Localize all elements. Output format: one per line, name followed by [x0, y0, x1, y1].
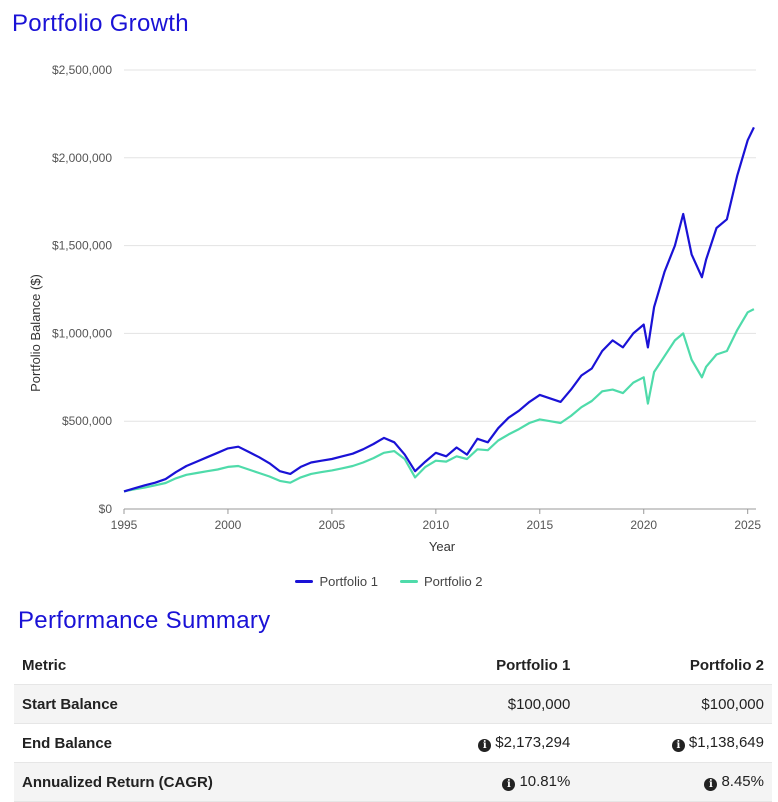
- legend-item-portfolio-1[interactable]: Portfolio 1: [295, 574, 378, 589]
- value-text: $100,000: [701, 695, 764, 713]
- y-tick-label: $1,500,000: [52, 239, 112, 253]
- value-text: $1,138,649: [688, 734, 764, 751]
- info-icon[interactable]: i: [704, 778, 718, 791]
- table-row: Start Balance $100,000 $100,000: [14, 684, 772, 724]
- x-tick-label: 2020: [630, 518, 657, 532]
- column-header-portfolio-2: Portfolio 2: [578, 646, 772, 685]
- series-line-portfolio-2[interactable]: [123, 308, 755, 493]
- value-text: $100,000: [507, 695, 571, 713]
- legend-label: Portfolio 1: [319, 574, 378, 589]
- x-axis-title: Year: [429, 539, 456, 554]
- x-tick-label: 2005: [319, 518, 346, 532]
- value-text: $2,173,294: [495, 734, 571, 751]
- y-tick-label: $500,000: [62, 414, 112, 428]
- y-axis-ticks: $0 $500,000 $1,000,000 $1,500,000 $2,000,000…: [52, 63, 112, 516]
- metric-label: Annualized Return (CAGR): [14, 762, 385, 802]
- chart-title: Portfolio Growth: [12, 10, 189, 37]
- portfolio-1-value: $100,000: [384, 684, 579, 724]
- legend-label: Portfolio 2: [424, 574, 483, 589]
- x-tick-label: 2015: [526, 518, 553, 532]
- chart-legend: Portfolio 1 Portfolio 2: [0, 574, 778, 589]
- series-lines: [123, 126, 755, 493]
- y-tick-label: $2,000,000: [52, 151, 112, 165]
- x-tick-label: 2000: [215, 518, 242, 532]
- column-header-metric: Metric: [14, 646, 385, 685]
- column-header-portfolio-1: Portfolio 1: [384, 646, 579, 685]
- x-axis-ticks: 1995 2000 2005 2010 2015 2020 2025: [111, 509, 761, 532]
- table-body: Start Balance $100,000 $100,000 End Bala…: [14, 684, 772, 802]
- y-tick-label: $2,500,000: [52, 63, 112, 77]
- summary-title: Performance Summary: [18, 607, 271, 634]
- metric-label: Start Balance: [14, 684, 385, 724]
- portfolio-2-value: i 8.45%: [578, 762, 772, 802]
- info-icon[interactable]: i: [478, 739, 492, 752]
- performance-summary-table: Metric Portfolio 1 Portfolio 2 Start Bal…: [14, 646, 772, 802]
- series-line-portfolio-1[interactable]: [123, 126, 755, 493]
- legend-swatch: [295, 580, 314, 583]
- x-tick-label: 1995: [111, 518, 138, 532]
- y-tick-label: $0: [99, 502, 113, 516]
- y-tick-label: $1,000,000: [52, 326, 112, 340]
- y-axis-title: Portfolio Balance ($): [28, 274, 43, 392]
- metric-label: End Balance: [14, 723, 385, 763]
- info-icon[interactable]: i: [671, 739, 685, 752]
- portfolio-1-value: i $2,173,294: [384, 723, 579, 763]
- value-text: 8.45%: [721, 773, 764, 790]
- portfolio-1-value: i 10.81%: [384, 762, 579, 802]
- legend-item-portfolio-2[interactable]: Portfolio 2: [400, 574, 483, 589]
- info-icon[interactable]: i: [502, 778, 516, 791]
- portfolio-2-value: $100,000: [578, 684, 772, 724]
- legend-swatch: [400, 580, 418, 583]
- growth-chart: $0 $500,000 $1,000,000 $1,500,000 $2,000,000…: [28, 63, 761, 554]
- x-tick-label: 2025: [734, 518, 761, 532]
- value-text: 10.81%: [519, 773, 571, 790]
- table-row: End Balance i $2,173,294 i $1,138,649: [14, 723, 772, 763]
- table-header-row: Metric Portfolio 1 Portfolio 2: [14, 646, 772, 685]
- x-tick-label: 2010: [422, 518, 449, 532]
- portfolio-2-value: i $1,138,649: [578, 723, 772, 763]
- table-row: Annualized Return (CAGR) i 10.81% i 8.45%: [14, 762, 772, 802]
- grid-lines: [124, 69, 756, 510]
